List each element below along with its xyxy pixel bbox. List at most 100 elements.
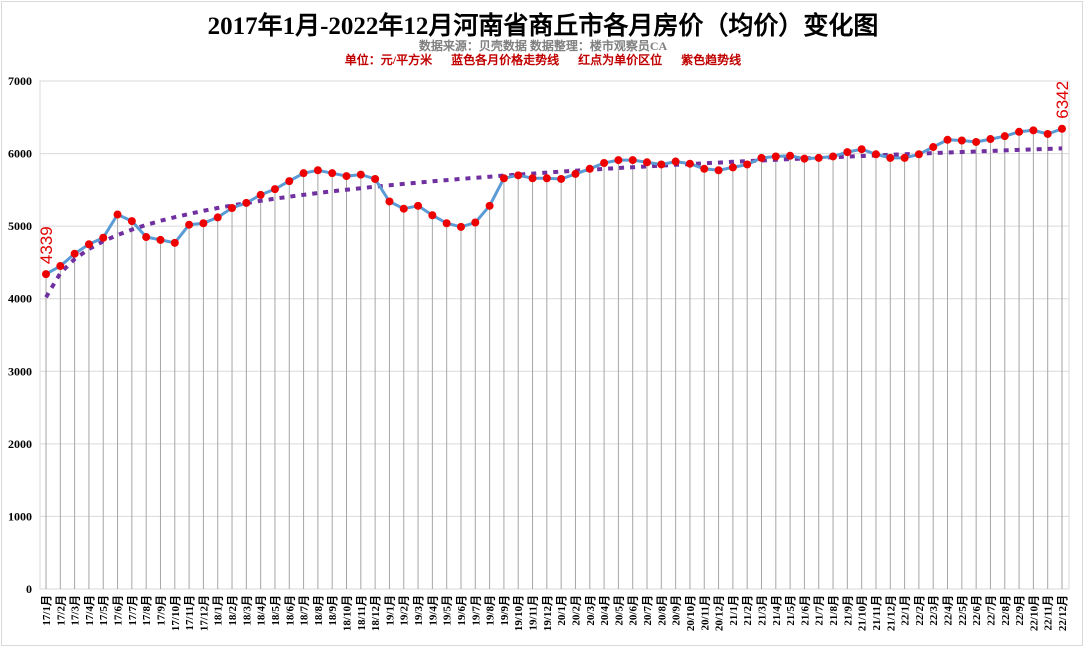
x-tick-label: 20/6月 — [627, 595, 640, 626]
note-red-points: 红点为单价区位 — [578, 53, 663, 67]
data-point — [800, 154, 809, 163]
data-point — [671, 157, 680, 166]
data-point — [728, 163, 737, 172]
data-point — [414, 201, 423, 210]
x-tick-label: 21/10月 — [856, 595, 869, 631]
data-point — [786, 151, 795, 160]
x-tick-label: 22/8月 — [999, 595, 1012, 626]
data-point — [829, 152, 838, 161]
x-tick-label: 19/2月 — [398, 595, 411, 626]
chart-notes: 单位：元/平方米 蓝色各月价格走势线 红点为单价区位 紫色趋势线 — [0, 51, 1086, 68]
y-tick-label: 6000 — [8, 147, 32, 161]
note-blue-line: 蓝色各月价格走势线 — [451, 53, 560, 67]
x-tick-label: 19/3月 — [412, 595, 425, 626]
data-point — [127, 217, 136, 226]
x-tick-label: 17/10月 — [169, 595, 182, 631]
x-tick-label: 18/9月 — [326, 595, 339, 626]
data-point — [900, 153, 909, 162]
x-tick-label: 22/3月 — [927, 595, 940, 626]
x-tick-label: 20/11月 — [698, 595, 711, 630]
y-tick-label: 7000 — [8, 74, 32, 88]
x-tick-label: 18/7月 — [298, 595, 311, 626]
data-point — [914, 150, 923, 159]
data-point — [871, 150, 880, 159]
data-point — [285, 177, 294, 186]
x-tick-label: 22/1月 — [899, 595, 912, 626]
price-line — [45, 127, 1063, 276]
data-point — [313, 166, 322, 175]
data-point — [714, 166, 723, 175]
x-tick-label: 22/6月 — [970, 595, 983, 626]
x-tick-label: 17/4月 — [83, 595, 96, 626]
data-point — [99, 233, 108, 242]
data-point — [643, 158, 652, 167]
x-tick-label: 22/10月 — [1027, 595, 1040, 631]
chart-title: 2017年1月-2022年12月河南省商丘市各月房价（均价）变化图 — [207, 13, 879, 40]
note-unit: 单位：元/平方米 — [344, 53, 433, 67]
data-point — [542, 174, 551, 183]
data-point — [499, 174, 508, 183]
data-point — [371, 174, 380, 183]
y-tick-label: 5000 — [8, 219, 32, 233]
data-point — [456, 222, 465, 231]
x-tick-label: 20/10月 — [684, 595, 697, 631]
x-tick-label: 19/9月 — [498, 595, 511, 626]
data-point — [442, 219, 451, 228]
y-tick-label: 1000 — [8, 509, 32, 523]
data-point — [256, 190, 265, 199]
x-tick-label: 18/12月 — [369, 595, 382, 631]
data-point — [1029, 126, 1038, 135]
data-point — [657, 160, 666, 169]
x-tick-label: 22/2月 — [913, 595, 926, 626]
x-tick-label: 18/4月 — [255, 595, 268, 626]
data-point — [600, 159, 609, 168]
data-point — [485, 201, 494, 210]
data-point — [228, 204, 237, 212]
x-tick-label: 20/7月 — [641, 595, 654, 626]
data-point — [342, 172, 351, 181]
x-tick-label: 21/3月 — [755, 595, 768, 626]
x-tick-label: 22/5月 — [956, 595, 969, 626]
trend-line — [44, 146, 1063, 299]
data-point — [170, 238, 179, 247]
x-tick-label: 20/4月 — [598, 595, 611, 626]
data-point — [42, 270, 50, 279]
x-tick-label: 19/4月 — [426, 595, 439, 626]
data-point — [843, 148, 852, 157]
data-point — [857, 145, 866, 154]
data-point — [156, 235, 165, 244]
x-tick-label: 18/2月 — [226, 595, 239, 626]
x-tick-label: 18/8月 — [312, 595, 325, 626]
data-point — [757, 153, 766, 162]
x-tick-label: 19/1月 — [383, 595, 396, 626]
data-point — [929, 143, 938, 152]
x-tick-label: 18/3月 — [240, 595, 253, 626]
x-tick-label: 19/8月 — [484, 595, 497, 626]
data-point — [242, 198, 251, 207]
x-tick-label: 21/4月 — [770, 595, 783, 626]
data-point — [814, 153, 823, 162]
data-point — [1015, 127, 1024, 136]
data-point — [614, 156, 623, 165]
x-tick-label: 22/12月 — [1056, 595, 1069, 631]
x-tick-label: 17/1月 — [40, 595, 53, 626]
x-tick-label: 20/3月 — [584, 595, 597, 626]
x-tick-label: 21/6月 — [798, 595, 811, 626]
first-value-label: 4339 — [37, 226, 56, 264]
x-tick-label: 21/7月 — [813, 595, 826, 626]
data-point — [957, 136, 966, 145]
x-tick-label: 21/12月 — [884, 595, 897, 631]
note-purple-trend: 紫色趋势线 — [681, 53, 742, 67]
x-tick-label: 21/9月 — [841, 595, 854, 626]
data-point — [943, 135, 952, 144]
data-point — [1058, 124, 1066, 133]
x-tick-label: 19/7月 — [469, 595, 482, 626]
x-tick-label: 19/12月 — [541, 595, 554, 631]
data-point — [142, 233, 151, 242]
data-point — [356, 170, 365, 179]
data-point — [199, 219, 208, 228]
data-point — [886, 153, 895, 162]
x-tick-label: 19/6月 — [455, 595, 468, 626]
last-value-label: 6342 — [1053, 81, 1072, 119]
